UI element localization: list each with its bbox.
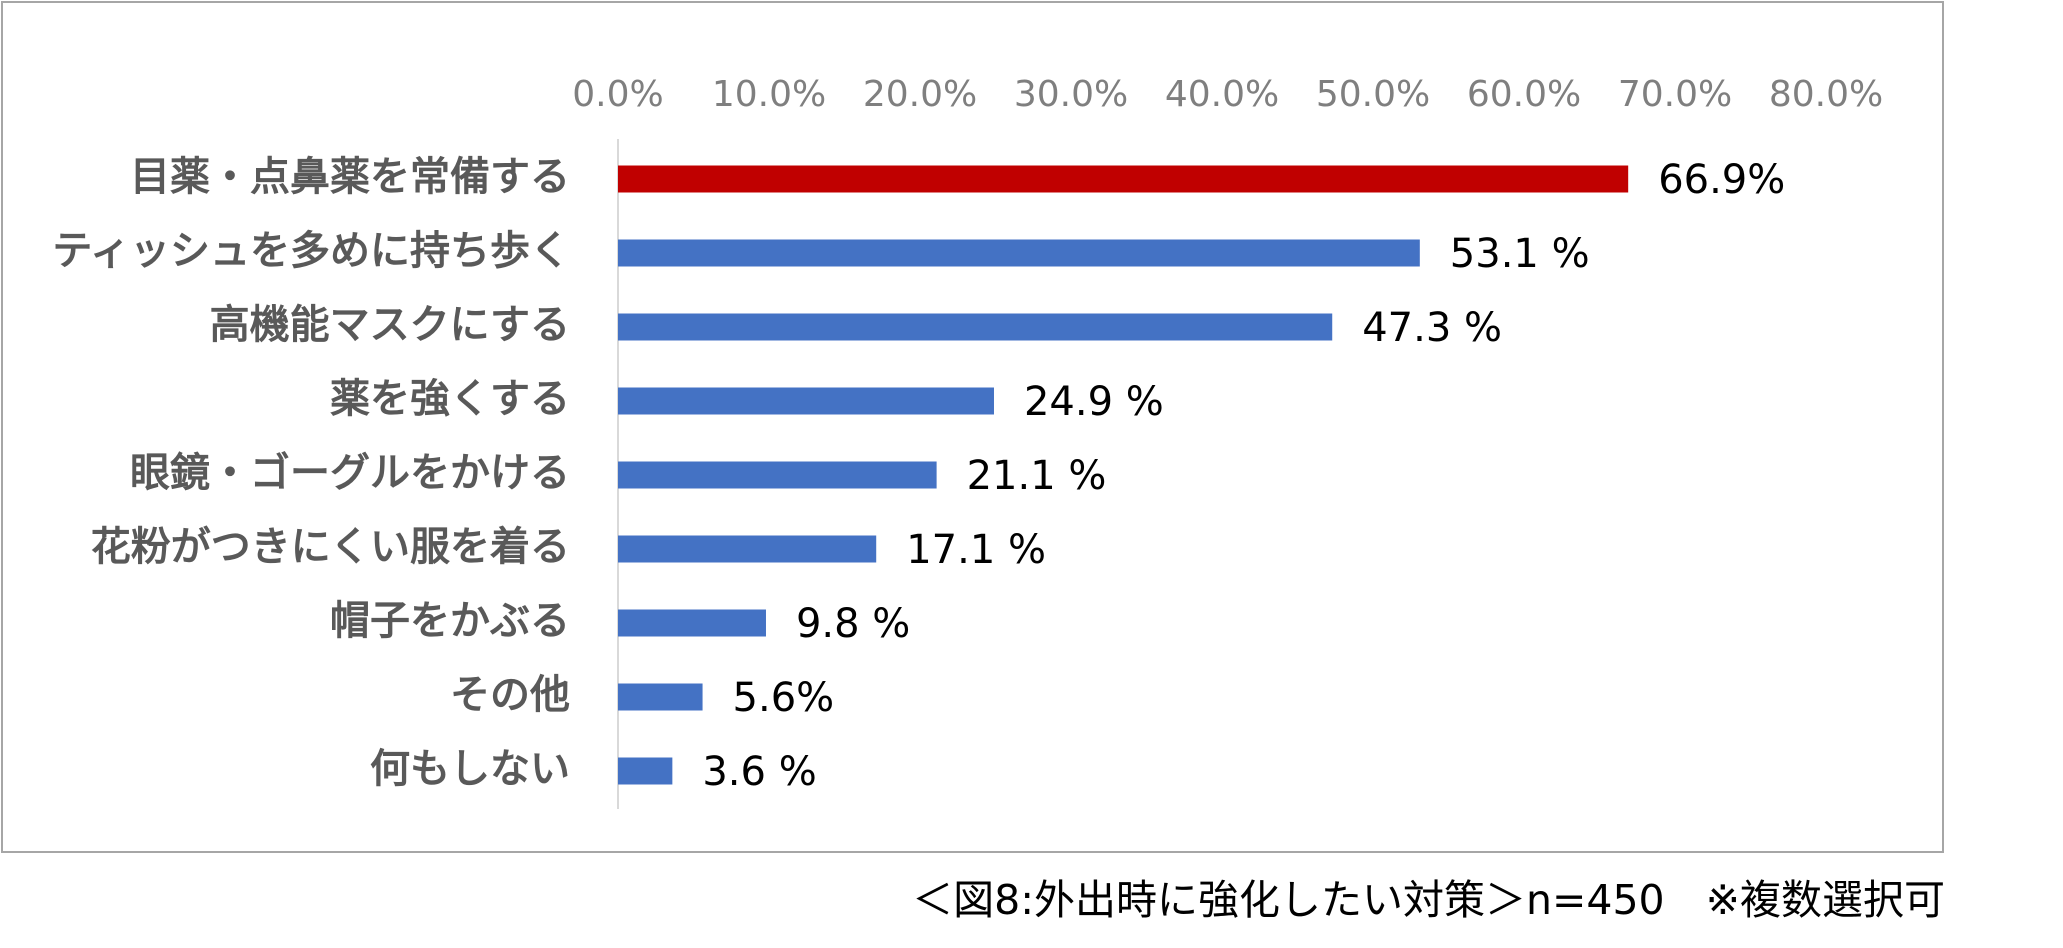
data-labels: 66.9% 53.1 % 47.3 % 24.9 % 21.1 % 17.1 % 9.8 %… bbox=[702, 157, 1785, 795]
data-label: 17.1 % bbox=[906, 527, 1046, 573]
chart-frame: 0.0% 10.0% 20.0% 30.0% 40.0% 50.0% 60.0% 70.0% 8… bbox=[1, 1, 1944, 853]
bar bbox=[618, 461, 937, 489]
x-tick-label: 80.0% bbox=[1769, 74, 1883, 115]
category-label: 帽子をかぶる bbox=[330, 598, 570, 644]
bar bbox=[618, 757, 673, 785]
category-label: 何もしない bbox=[370, 746, 570, 792]
category-label: 薬を強くする bbox=[330, 376, 570, 422]
bar bbox=[618, 609, 766, 637]
x-tick-label: 60.0% bbox=[1467, 74, 1581, 115]
bar bbox=[618, 535, 877, 563]
data-label: 47.3 % bbox=[1362, 305, 1502, 351]
category-label: 花粉がつきにくい服を着る bbox=[91, 524, 570, 570]
bars bbox=[618, 165, 1629, 785]
data-label: 3.6 % bbox=[702, 749, 816, 795]
category-label: その他 bbox=[450, 672, 570, 718]
bar bbox=[618, 239, 1420, 267]
x-tick-label: 0.0% bbox=[572, 74, 663, 115]
category-label: 目薬・点鼻薬を常備する bbox=[130, 154, 570, 200]
data-label: 53.1 % bbox=[1450, 231, 1590, 277]
category-labels: 目薬・点鼻薬を常備するティッシュを多めに持ち歩く高機能マスクにする薬を強くする眼… bbox=[52, 154, 570, 792]
data-label: 24.9 % bbox=[1024, 379, 1164, 425]
bar bbox=[618, 313, 1333, 341]
bar bbox=[618, 683, 703, 711]
category-label: 高機能マスクにする bbox=[210, 302, 570, 348]
figure-caption: ＜図8:外出時に強化したい対策＞n=450 ※複数選択可 bbox=[912, 876, 1945, 924]
x-axis-ticks: 0.0% 10.0% 20.0% 30.0% 40.0% 50.0% 60.0% 70.0% 8… bbox=[572, 74, 1883, 115]
data-label: 9.8 % bbox=[796, 601, 910, 647]
x-tick-label: 40.0% bbox=[1165, 74, 1279, 115]
category-label: ティッシュを多めに持ち歩く bbox=[52, 228, 570, 274]
x-tick-label: 30.0% bbox=[1014, 74, 1128, 115]
bar bbox=[618, 387, 994, 415]
bar-chart: 0.0% 10.0% 20.0% 30.0% 40.0% 50.0% 60.0% 70.0% 8… bbox=[52, 74, 1883, 809]
data-label: 21.1 % bbox=[967, 453, 1107, 499]
x-tick-label: 50.0% bbox=[1316, 74, 1430, 115]
x-tick-label: 70.0% bbox=[1618, 74, 1732, 115]
data-label: 66.9% bbox=[1658, 157, 1785, 203]
x-tick-label: 20.0% bbox=[863, 74, 977, 115]
category-label: 眼鏡・ゴーグルをかける bbox=[130, 450, 570, 496]
bar bbox=[618, 165, 1629, 193]
data-label: 5.6% bbox=[733, 675, 835, 721]
x-tick-label: 10.0% bbox=[712, 74, 826, 115]
